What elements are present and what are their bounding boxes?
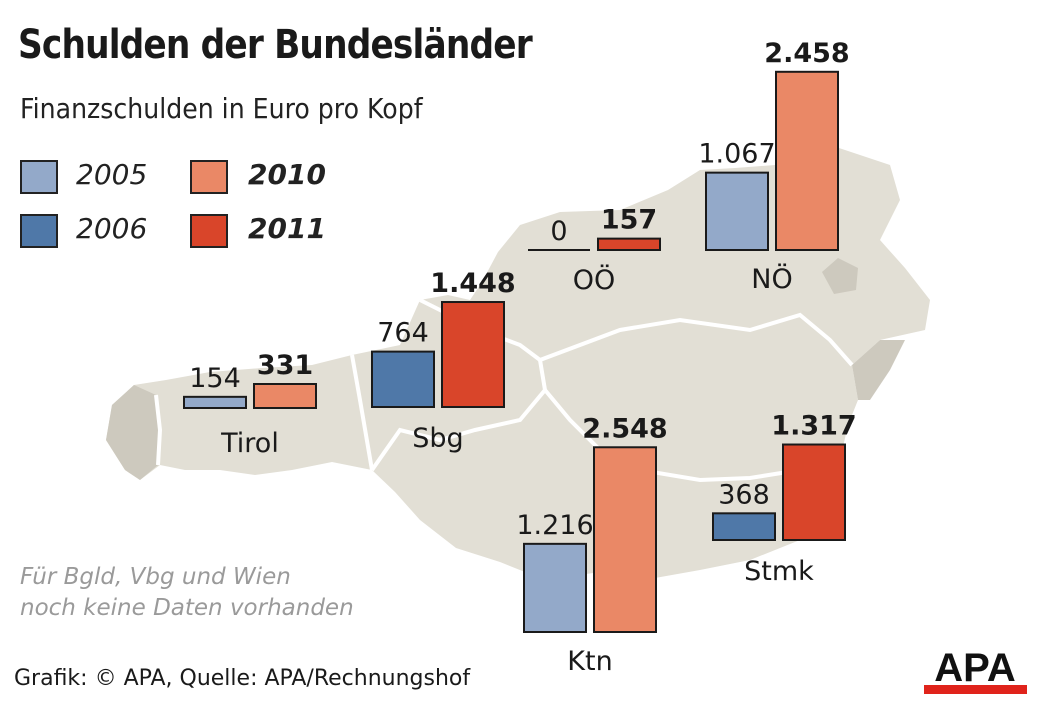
- chart-title: Schulden der Bundesländer: [18, 22, 533, 68]
- legend-label-2005: 2005: [76, 158, 148, 191]
- bar-group-stmk: 368 1.317 Stmk: [712, 411, 857, 587]
- value-label-sbg-2006: 764: [377, 318, 429, 349]
- value-label-nö-2010: 2.458: [764, 38, 849, 69]
- legend-label-2010: 2010: [248, 158, 326, 191]
- region-label-nö: NÖ: [751, 263, 792, 295]
- missing-data-note: Für Bgld, Vbg und Wien noch keine Daten …: [20, 562, 354, 624]
- bar-stmk-2011: [782, 443, 846, 541]
- legend-label-2006: 2006: [76, 212, 148, 245]
- value-label-nö-2005: 1.067: [698, 139, 775, 170]
- legend-label-2011: 2011: [248, 212, 326, 245]
- legend-swatch-2011: [190, 214, 228, 248]
- bar-stmk-2006: [712, 512, 776, 542]
- bar-nö-2005: [705, 171, 769, 251]
- bar-group-tirol: 154 331 Tirol: [183, 350, 317, 459]
- legend-swatch-2010: [190, 160, 228, 194]
- value-label-tirol-2010: 331: [257, 350, 313, 381]
- svg-text:APA: APA: [934, 646, 1015, 690]
- value-label-stmk-2006: 368: [718, 479, 770, 510]
- value-label-sbg-2011: 1.448: [430, 268, 515, 299]
- value-label-tirol-2005: 154: [189, 363, 241, 394]
- region-label-stmk: Stmk: [744, 556, 814, 587]
- legend-swatch-2005: [20, 160, 58, 194]
- bar-group-ktn: 1.216 2.548 Ktn: [516, 413, 667, 677]
- region-label-sbg: Sbg: [412, 423, 463, 454]
- note-line-1: Für Bgld, Vbg und Wien: [20, 564, 291, 590]
- apa-logo: APA: [924, 646, 1027, 694]
- value-label-ktn-2005: 1.216: [516, 510, 593, 541]
- map-region-vbg: [106, 385, 160, 480]
- bar-group-oö: 0 157 OÖ: [528, 205, 661, 296]
- value-label-ktn-2010: 2.548: [582, 413, 667, 444]
- value-label-oö-2011: 157: [601, 205, 657, 236]
- region-label-ktn: Ktn: [567, 646, 612, 677]
- legend-swatch-2006: [20, 214, 58, 248]
- bar-tirol-2005: [183, 395, 247, 409]
- bar-oö-2011: [597, 237, 661, 251]
- bar-sbg-2006: [371, 350, 435, 408]
- map-region-wien: [822, 258, 858, 294]
- bar-nö-2010: [775, 70, 839, 251]
- note-line-2: noch keine Daten vorhanden: [20, 595, 354, 621]
- bar-tirol-2010: [253, 383, 317, 410]
- chart-subtitle: Finanzschulden in Euro pro Kopf: [20, 92, 423, 125]
- value-label-stmk-2011: 1.317: [771, 411, 856, 442]
- bar-group-nö: 1.067 2.458 NÖ: [698, 38, 849, 295]
- value-label-oö-2006: 0: [550, 216, 567, 247]
- bar-ktn-2010: [593, 446, 657, 633]
- map-shape: [106, 145, 930, 580]
- bar-sbg-2011: [441, 301, 505, 408]
- bar-ktn-2005: [523, 542, 587, 634]
- map-region-bgld: [852, 340, 905, 400]
- source-credit: Grafik: © APA, Quelle: APA/Rechnungshof: [14, 666, 471, 691]
- region-label-tirol: Tirol: [220, 428, 279, 459]
- region-label-oö: OÖ: [573, 264, 616, 296]
